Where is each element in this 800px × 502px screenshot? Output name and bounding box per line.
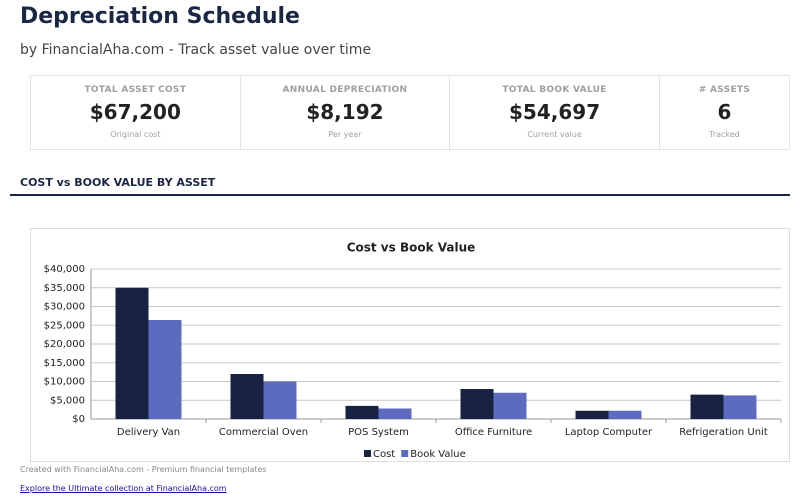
x-tick-label: Commercial Oven [219, 427, 308, 438]
kpi-card: ANNUAL DEPRECIATION $8,192 Per year [241, 76, 451, 149]
bar [263, 381, 297, 419]
kpi-card: # ASSETS 6 Tracked [660, 76, 789, 149]
footer-link[interactable]: Explore the Ultimate collection at Finan… [20, 484, 227, 493]
kpi-note: Current value [527, 130, 582, 139]
bar [608, 410, 642, 419]
kpi-row: TOTAL ASSET COST $67,200 Original cost ANNU… [30, 75, 790, 150]
kpi-value: 6 [717, 100, 732, 124]
kpi-label: TOTAL BOOK VALUE [502, 85, 607, 95]
x-tick-label: Office Furniture [455, 427, 532, 438]
kpi-card: TOTAL ASSET COST $67,200 Original cost [31, 76, 241, 149]
divider [10, 194, 790, 196]
section-title: COST vs BOOK VALUE BY ASSET [20, 176, 216, 189]
kpi-label: TOTAL ASSET COST [84, 85, 187, 95]
x-tick-label: POS System [348, 427, 409, 438]
x-tick-label: Laptop Computer [565, 427, 653, 438]
kpi-label: # ASSETS [698, 85, 751, 95]
credit: Created with FinancialAha.com - Premium … [20, 465, 267, 474]
page-title: Depreciation Schedule [20, 4, 300, 29]
bar [460, 389, 494, 419]
y-tick-label: $15,000 [44, 358, 85, 369]
kpi-value: $67,200 [89, 100, 181, 124]
x-tick-label: Delivery Van [117, 427, 180, 438]
legend-swatch [401, 450, 409, 457]
bar [723, 395, 757, 419]
legend-label: Book Value [410, 449, 466, 460]
kpi-label: ANNUAL DEPRECIATION [282, 85, 408, 95]
y-tick-label: $35,000 [44, 283, 85, 294]
y-tick-label: $20,000 [44, 339, 85, 350]
kpi-card: TOTAL BOOK VALUE $54,697 Current value [450, 76, 660, 149]
legend-swatch [364, 450, 371, 457]
kpi-note: Tracked [709, 130, 740, 139]
y-tick-label: $5,000 [50, 395, 85, 406]
bar [115, 287, 149, 419]
bar [345, 405, 379, 419]
kpi-value: $8,192 [306, 100, 384, 124]
bar [575, 410, 609, 419]
kpi-note: Original cost [110, 130, 161, 139]
kpi-value: $54,697 [509, 100, 601, 124]
x-tick-label: Refrigeration Unit [679, 427, 768, 438]
subtitle: by FinancialAha.com - Track asset value … [20, 42, 372, 58]
legend-label: Cost [373, 449, 395, 460]
bar [148, 320, 182, 419]
kpi-note: Per year [328, 130, 362, 139]
chart-title: Cost vs Book Value [347, 241, 476, 255]
bar [690, 394, 724, 419]
y-tick-label: $0 [72, 414, 85, 425]
bar [493, 392, 527, 419]
y-tick-label: $30,000 [44, 302, 85, 313]
y-tick-label: $10,000 [44, 377, 85, 388]
bar [378, 408, 412, 419]
bar [230, 374, 264, 419]
y-tick-label: $25,000 [44, 320, 85, 331]
y-tick-label: $40,000 [44, 264, 85, 275]
chart: Cost vs Book Value $0 $5,000 $10,000 $15,00… [30, 228, 790, 462]
